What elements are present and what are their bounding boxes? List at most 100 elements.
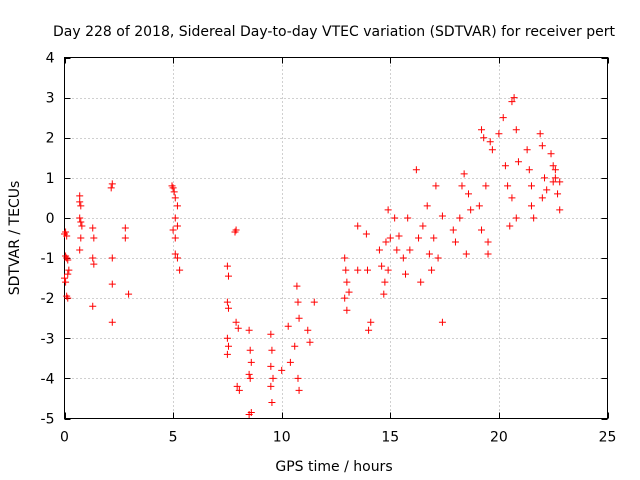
data-point-marker xyxy=(506,222,514,230)
data-point-marker xyxy=(508,194,516,202)
data-point-marker xyxy=(467,206,475,214)
data-point-marker xyxy=(245,326,253,334)
data-point-marker xyxy=(295,386,303,394)
data-point-marker xyxy=(64,294,72,302)
y-tick-label: 2 xyxy=(46,131,55,147)
data-point-marker xyxy=(267,330,275,338)
data-point-marker xyxy=(554,190,562,198)
data-point-marker xyxy=(462,250,470,258)
data-point-marker xyxy=(269,374,277,382)
data-point-marker xyxy=(451,238,459,246)
data-point-marker xyxy=(245,410,253,418)
data-point-marker xyxy=(169,226,177,234)
data-point-marker xyxy=(278,366,286,374)
data-point-marker xyxy=(508,98,516,106)
data-point-marker xyxy=(556,178,564,186)
data-point-marker xyxy=(488,146,496,154)
data-point-marker xyxy=(224,272,232,280)
data-point-marker xyxy=(527,182,535,190)
data-point-marker xyxy=(267,362,275,370)
data-point-marker xyxy=(341,294,349,302)
data-point-marker xyxy=(525,166,533,174)
y-tick-label: 0 xyxy=(46,211,55,227)
plot-area-frame xyxy=(64,57,608,419)
y-tick-label: 1 xyxy=(46,171,55,187)
data-point-marker xyxy=(395,232,403,240)
data-point-marker xyxy=(501,162,509,170)
data-point-marker xyxy=(375,246,383,254)
data-point-marker xyxy=(432,182,440,190)
data-point-marker xyxy=(547,150,555,158)
data-point-marker xyxy=(381,278,389,286)
data-point-marker xyxy=(343,306,351,314)
data-point-marker xyxy=(76,246,84,254)
data-point-marker xyxy=(76,198,84,206)
data-point-marker xyxy=(458,182,466,190)
data-point-marker xyxy=(504,182,512,190)
data-point-marker xyxy=(247,358,255,366)
data-point-marker xyxy=(354,222,362,230)
data-point-marker xyxy=(404,214,412,222)
data-point-marker xyxy=(484,250,492,258)
data-point-marker xyxy=(61,274,68,282)
x-axis-label: GPS time / hours xyxy=(275,459,392,475)
data-point-marker xyxy=(294,298,302,306)
data-point-marker xyxy=(171,214,179,222)
data-point-marker xyxy=(475,202,483,210)
data-point-marker xyxy=(428,266,436,274)
data-point-marker xyxy=(170,188,178,196)
data-point-marker xyxy=(293,282,301,290)
data-point-marker xyxy=(90,234,98,242)
data-point-marker xyxy=(294,374,302,382)
data-point-marker xyxy=(512,214,520,222)
data-point-marker xyxy=(341,254,349,262)
data-point-marker xyxy=(77,234,85,242)
data-point-marker xyxy=(510,94,518,102)
data-point-marker xyxy=(223,262,231,270)
data-point-marker xyxy=(108,280,116,288)
data-point-marker xyxy=(108,254,116,262)
data-point-marker xyxy=(171,234,179,242)
data-point-marker xyxy=(556,206,564,214)
data-point-marker xyxy=(267,382,275,390)
x-tick-label: 10 xyxy=(273,430,291,446)
data-point-marker xyxy=(449,226,457,234)
data-point-marker xyxy=(402,270,410,278)
data-point-marker xyxy=(543,186,551,194)
data-point-marker xyxy=(224,342,232,350)
data-point-marker xyxy=(382,238,390,246)
x-tick-label: 20 xyxy=(490,430,508,446)
data-point-marker xyxy=(235,386,243,394)
data-point-marker xyxy=(393,246,401,254)
x-tick-label: 25 xyxy=(599,430,617,446)
data-point-marker xyxy=(76,214,84,222)
data-point-marker xyxy=(223,298,231,306)
data-point-marker xyxy=(233,382,241,390)
data-point-marker xyxy=(295,314,303,322)
y-tick-label: -3 xyxy=(41,331,55,347)
y-tick-label: -4 xyxy=(41,371,55,387)
data-point-marker xyxy=(169,184,177,192)
data-point-marker xyxy=(268,346,276,354)
x-tick-label: 0 xyxy=(60,430,69,446)
data-point-marker xyxy=(514,158,522,166)
x-axis-tick-labels: 0 5 10 15 20 25 xyxy=(60,430,616,446)
data-point-marker xyxy=(345,288,353,296)
data-point-marker xyxy=(438,212,446,220)
data-point-marker xyxy=(406,246,414,254)
data-point-marker xyxy=(231,228,239,236)
data-point-marker xyxy=(391,214,399,222)
data-point-marker xyxy=(224,304,232,312)
data-point-marker xyxy=(304,326,312,334)
y-axis-tick-labels: -5 -4 -3 -2 -1 0 1 2 3 4 xyxy=(41,51,55,428)
data-point-marker xyxy=(523,146,531,154)
data-point-marker xyxy=(64,256,72,264)
data-point-marker xyxy=(384,206,392,214)
data-point-marker xyxy=(125,290,133,298)
data-point-marker xyxy=(386,234,394,242)
data-point-marker xyxy=(419,222,427,230)
data-point-marker xyxy=(291,342,299,350)
data-point-marker xyxy=(362,230,370,238)
y-tick-label: 3 xyxy=(46,91,55,107)
